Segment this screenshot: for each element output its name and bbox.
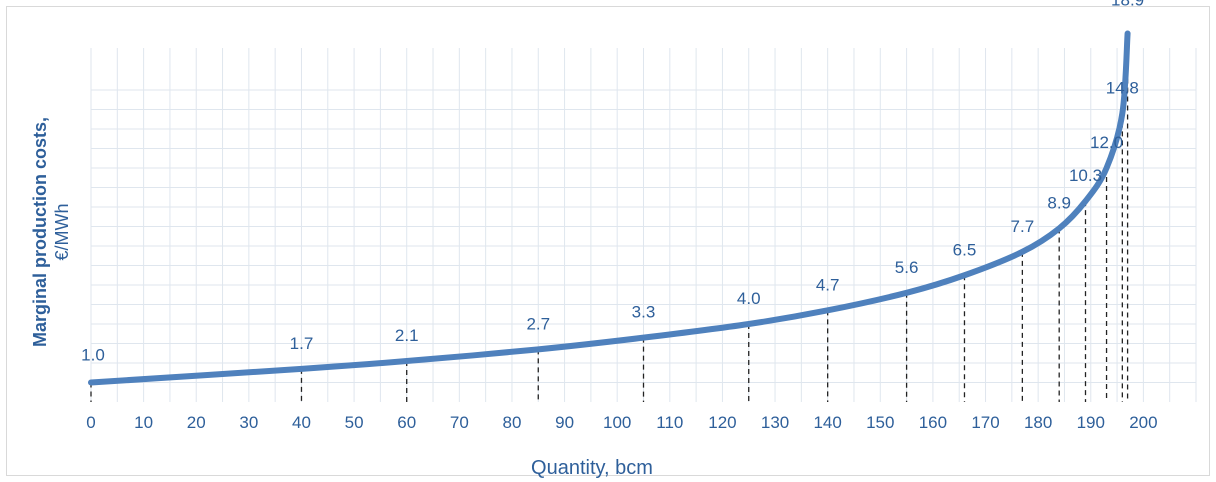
data-label: 5.6 <box>895 258 919 277</box>
data-label: 6.5 <box>953 240 977 259</box>
x-tick-label: 130 <box>761 413 789 432</box>
data-label: 3.3 <box>632 303 656 322</box>
x-tick-label: 20 <box>187 413 206 432</box>
data-label: 18.9 <box>1111 0 1144 9</box>
y-axis-title: Marginal production costs, €/MWh <box>30 117 72 347</box>
data-label: 4.7 <box>816 275 840 294</box>
data-label: 7.7 <box>1011 217 1035 236</box>
x-tick-label: 180 <box>1024 413 1052 432</box>
data-labels: 1.0 1.7 2.1 2.7 3.3 4.0 4.7 5.6 6.5 7.7 8.9 10.3 12.… <box>81 0 1144 365</box>
y-axis-title-line1: Marginal production costs, <box>30 117 50 347</box>
x-tick-label: 110 <box>656 413 683 432</box>
data-label: 14.8 <box>1106 78 1139 97</box>
data-label: 2.1 <box>395 326 419 345</box>
cost-curve <box>88 30 1131 386</box>
grid-lines <box>90 48 1197 402</box>
drop-lines <box>90 33 1129 402</box>
x-axis-title: Quantity, bcm <box>531 457 653 479</box>
series-line <box>88 30 1131 386</box>
x-tick-label: 40 <box>292 413 311 432</box>
x-tick-label: 140 <box>813 413 841 432</box>
x-tick-label: 190 <box>1077 413 1105 432</box>
x-tick-label: 160 <box>919 413 947 432</box>
data-label: 10.3 <box>1069 166 1102 185</box>
data-label: 12.0 <box>1090 133 1123 152</box>
data-label: 4.0 <box>737 289 761 308</box>
data-label: 1.0 <box>81 346 105 365</box>
x-tick-label: 200 <box>1129 413 1157 432</box>
data-label: 2.7 <box>526 314 550 333</box>
x-tick-label: 0 <box>86 413 95 432</box>
x-tick-label: 80 <box>502 413 521 432</box>
x-tick-label: 60 <box>397 413 416 432</box>
x-tick-label: 120 <box>708 413 736 432</box>
x-tick-label: 170 <box>971 413 999 432</box>
x-tick-label: 10 <box>134 413 153 432</box>
x-tick-label: 30 <box>239 413 258 432</box>
x-tick-label: 150 <box>866 413 894 432</box>
x-axis-ticks: 0 10 20 30 40 50 60 70 80 90 100 110 120 130 140 150 160… <box>86 413 1157 432</box>
chart-frame <box>6 6 1210 476</box>
y-axis-title-line2: €/MWh <box>52 203 72 260</box>
data-label: 1.7 <box>290 334 314 353</box>
data-label: 8.9 <box>1047 193 1071 212</box>
x-tick-label: 50 <box>345 413 364 432</box>
x-tick-label: 90 <box>555 413 574 432</box>
x-tick-label: 70 <box>450 413 469 432</box>
x-tick-label: 100 <box>603 413 631 432</box>
